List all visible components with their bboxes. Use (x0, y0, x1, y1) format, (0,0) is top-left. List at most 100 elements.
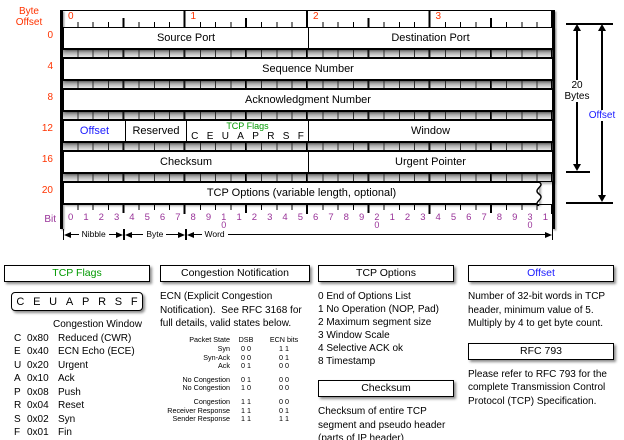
bit-number: 1 (236, 212, 242, 223)
unit-arrow-byte: Byte (124, 229, 186, 240)
header-field: TCP Flags C E U A P R S F (186, 121, 308, 141)
flag-preline: Congestion Window (53, 319, 142, 330)
ecn-cell: 0 0 (279, 361, 289, 371)
bit-number: 4 (129, 212, 135, 223)
ecn-table-row: Ack 0 1 0 0 (160, 362, 310, 371)
bit-number: 3 (267, 212, 273, 223)
option-item: 1 No Operation (NOP, Pad) (318, 304, 439, 315)
flag-row: F 0x01 Fin (4, 426, 150, 440)
ecn-cell: 0 1 (279, 405, 289, 415)
header-row: 4 Sequence Number (47, 58, 553, 80)
torn-edge (536, 182, 542, 206)
panel-title-checksum: Checksum (318, 380, 454, 397)
bit-unit-arrows: Nibble Byte Word (63, 229, 553, 241)
flag-key: C (14, 332, 22, 344)
panel-title-tcp-options: TCP Options (318, 265, 454, 282)
byte-offset-value: 4 (47, 61, 53, 72)
ecn-header-cell: DSB (238, 334, 254, 344)
flag-key: P (14, 386, 21, 398)
flag-letter: A (237, 130, 244, 142)
header-field: Offset (64, 121, 125, 141)
ecn-cell: 1 1 (279, 414, 289, 424)
ecn-cell: 1 1 (279, 344, 289, 354)
panel-offset: Offset Number of 32-bit words in TCP hea… (468, 265, 614, 408)
byte-offset-value: 8 (47, 92, 53, 103)
ecn-table-row: No Congestion 0 1 0 0 (160, 374, 310, 385)
left-arrowhead-icon (125, 231, 133, 238)
flag-letter: S (114, 295, 123, 308)
field-label: Urgent Pointer (395, 155, 466, 168)
ecn-cell: 0 1 (241, 361, 251, 371)
bit-number: 9 (205, 212, 212, 223)
flag-letter: C (191, 130, 199, 142)
congestion-body-text: ECN (Explicit Congestion Notification). … (160, 291, 305, 329)
checksum-body-text: Checksum of entire TCP segment and pseud… (318, 406, 449, 440)
option-item: 2 Maximum segment size (318, 317, 432, 328)
panel-tcp-options: TCP Options 0 End of Options List 1 No Op… (318, 265, 454, 440)
bit-number: 3 (113, 212, 120, 223)
unit-line (108, 233, 117, 236)
ecn-cell: Receiver Response (167, 405, 230, 415)
bit-number: 6 (159, 212, 166, 223)
flag-desc: ECN Echo (ECE) (58, 346, 135, 357)
bit-axis-label: Bit (44, 214, 56, 225)
flag-letter: R (267, 130, 275, 142)
flag-hex: 0x08 (27, 386, 49, 398)
header-field: TCP Options (variable length, optional) (64, 183, 539, 203)
ecn-cell: 1 1 (241, 405, 251, 415)
flag-row: E 0x40 ECN Echo (ECE) (4, 345, 150, 359)
flag-letter: U (221, 130, 229, 142)
bit-number: 5 (144, 212, 150, 223)
flag-desc: Push (58, 386, 81, 398)
header-row: 20 TCP Options (variable length, optional… (42, 182, 542, 206)
flag-list: C 0x80 Reduced (CWR) E 0x40 ECN Echo (ECE) U 0x… (4, 332, 150, 440)
bit-number: 4 (282, 212, 288, 223)
bit-number: 2 (98, 212, 104, 223)
flag-desc: Ack (58, 373, 75, 384)
bit-number: 7 (481, 212, 487, 223)
unit-line (227, 233, 545, 236)
flag-hex: 0x02 (27, 413, 49, 425)
ecn-header-cell: Packet State (189, 334, 230, 344)
right-arrowhead-icon (545, 231, 552, 238)
unit-label: Nibble (81, 229, 106, 239)
ecn-cell: No Congestion (182, 374, 230, 384)
flag-hex: 0x10 (27, 373, 49, 384)
flag-letter: S (282, 130, 290, 142)
bit-tick-bar (63, 142, 553, 151)
flag-letter: F (130, 295, 138, 308)
bit-number: 0 (68, 212, 74, 223)
offset-span-end-line (566, 202, 613, 204)
option-item: 3 Window Scale (318, 330, 390, 341)
header-field: Window (308, 121, 552, 141)
bit-number: 8 (496, 212, 503, 223)
bit-tick-bar (63, 111, 553, 120)
ecn-cell: 0 1 (279, 352, 289, 362)
ecn-header-cell: ECN bits (269, 334, 299, 344)
header-field: Urgent Pointer (308, 152, 552, 172)
field-label: Window (410, 124, 451, 137)
ecn-cell: 1 0 (241, 383, 251, 393)
flag-letter: U (49, 295, 58, 308)
offset-body-text: Number of 32-bit words in TCP header, mi… (468, 291, 608, 329)
flag-letter: F (297, 130, 304, 142)
flag-hex: 0x40 (27, 346, 49, 357)
flag-key: A (14, 373, 21, 384)
panel-title-tcp-flags: TCP Flags (4, 265, 150, 282)
bit-number: 2 (404, 212, 411, 223)
byte-ruler-number: 2 (313, 11, 319, 22)
bit-number: 6 (313, 212, 319, 223)
flag-key: U (14, 359, 22, 371)
byte-ruler: 0 1 2 3 (63, 10, 553, 28)
ecn-cell: 0 0 (241, 352, 251, 362)
header-field: Reserved (125, 121, 186, 141)
bit-number: 8 (190, 212, 196, 223)
flag-letter: P (81, 295, 90, 308)
